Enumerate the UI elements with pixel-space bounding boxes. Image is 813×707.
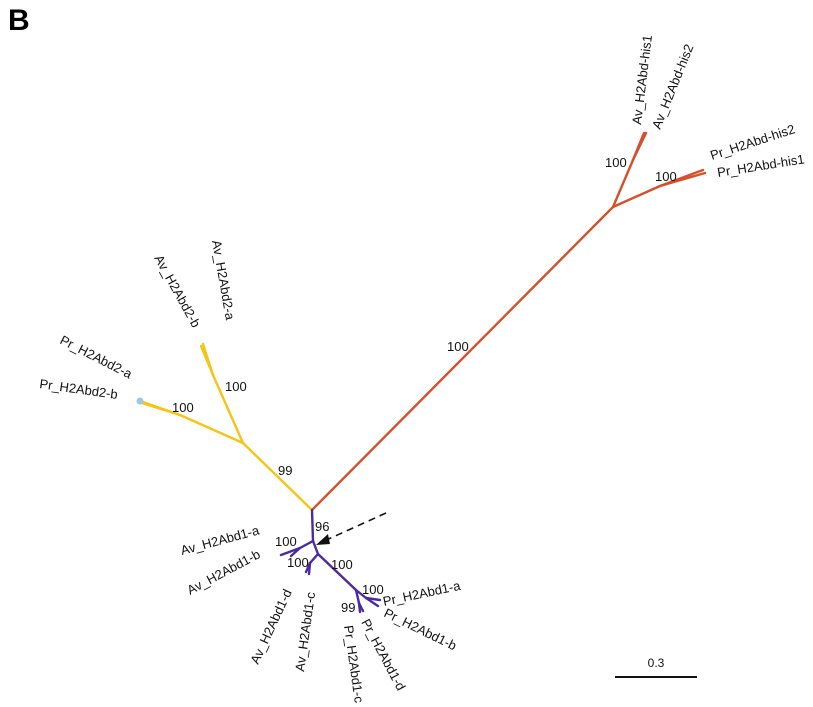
branch-abd2-stem [241, 441, 314, 512]
branch-av-abd1-b [289, 546, 302, 558]
branch-pr-abd2-b [140, 401, 182, 417]
branch-av-his-stem [611, 158, 635, 209]
leaf-label-pr-abd2-a: Pr_H2Abd2-a [58, 332, 136, 381]
arrowhead-icon [316, 534, 330, 545]
branch-abd1-inner [311, 539, 320, 556]
support-av-abd1-cd: 100 [287, 555, 309, 570]
support-pr-abd2-pair: 100 [172, 400, 194, 415]
leaf-label-pr-abd2-b: Pr_H2Abd2-b [39, 376, 119, 402]
branch-av-abd1-a [279, 546, 302, 557]
branch-pr-abd1-b [364, 596, 380, 608]
support-pr-abd1-cd: 99 [341, 600, 355, 615]
branch-pr-abd1-cd-stem [354, 588, 361, 605]
his-clade [310, 131, 707, 512]
branch-av-abd2-stem [211, 373, 245, 445]
branch-av-his2 [631, 131, 648, 162]
support-abd1-root: 96 [315, 519, 329, 534]
leaf-label-pr-abd1-c: Pr_H2Abd1-c [341, 624, 367, 704]
leaf-label-av-abd2-b: Av_H2Abd2-b [151, 252, 203, 330]
abd1-clade [279, 508, 382, 614]
branch-pr-abd1-ab-stem [354, 588, 368, 600]
support-his-long-branch: 100 [447, 339, 469, 354]
branch-pr-abd2-stem [178, 413, 245, 445]
leaf-label-av-abd1-d: Av_H2Abd1-d [247, 587, 295, 666]
support-pr-abd1-group: 100 [331, 557, 353, 572]
branch-pr-abd1-c [357, 601, 365, 613]
support-pr-his-pair: 100 [655, 169, 677, 184]
support-av-abd2-pair: 100 [225, 379, 247, 394]
leaf-label-av-abd1-c: Av_H2Abd1-c [292, 591, 318, 673]
branch-pr-his1 [658, 171, 707, 188]
branch-av-abd2-b [199, 344, 215, 377]
branch-pr-abd1-stem [316, 552, 358, 592]
branch-his-long [310, 205, 615, 512]
scale-bar-label: 0.3 [648, 656, 665, 670]
branch-abd1-stem [310, 508, 315, 543]
dashed-arrow-shaft [321, 512, 387, 543]
leaf-label-pr-abd1-a: Pr_H2Abd1-a [382, 578, 463, 609]
support-av-his-pair: 100 [605, 155, 627, 170]
branch-av-abd1-c [307, 561, 312, 576]
panel-label: B [8, 4, 30, 37]
branch-av-abd1-ab-stem [298, 539, 315, 550]
support-pr-abd1-ab: 100 [362, 582, 384, 597]
leaf-label-av-abd2-a: Av_H2Abd2-a [209, 239, 238, 322]
support-abd2-root: 99 [278, 463, 292, 478]
branch-av-abd1-cd-stem [308, 552, 320, 565]
abd2-clade [138, 342, 314, 512]
leaf-label-pr-abd1-b: Pr_H2Abd1-b [382, 605, 459, 653]
support-av-abd1-ab: 100 [275, 534, 297, 549]
leaf-label-av-his2: Av_H2Abd-his2 [649, 42, 697, 131]
tip-marker [136, 397, 144, 405]
branch-pr-his-stem [611, 184, 662, 209]
leaf-label-av-his1: Av_H2Abd-his1 [629, 34, 655, 125]
